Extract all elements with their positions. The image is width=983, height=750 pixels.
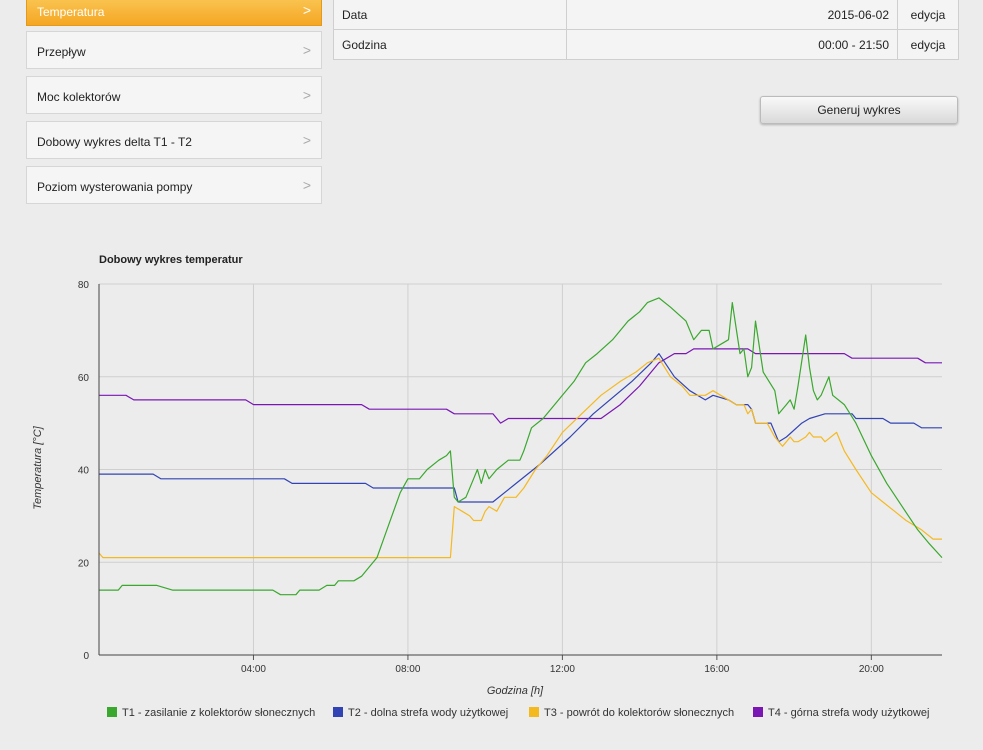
x-tick-label: 04:00 [241, 664, 266, 675]
y-tick-label: 20 [78, 558, 90, 569]
legend-swatch [753, 707, 763, 717]
x-axis-label: Godzina [h] [487, 685, 544, 697]
legend-swatch [107, 707, 117, 717]
menu-item-dobowy-delta[interactable]: Dobowy wykres delta T1 - T2 > [26, 121, 322, 159]
x-tick-label: 16:00 [704, 664, 729, 675]
series-line-t2 [99, 353, 942, 503]
legend-swatch [529, 707, 539, 717]
y-tick-label: 60 [78, 373, 90, 384]
menu-item-temperatura[interactable]: Temperatura > [26, 0, 322, 26]
date-label: Data [333, 0, 567, 30]
series-line-t4 [99, 348, 942, 424]
time-label: Godzina [333, 29, 567, 60]
menu-item-poziom-pompy[interactable]: Poziom wysterowania pompy > [26, 166, 322, 204]
legend-label: T3 - powrót do kolektorów słonecznych [544, 707, 735, 719]
chart-title: Dobowy wykres temperatur [99, 254, 243, 266]
x-tick-label: 20:00 [859, 664, 884, 675]
legend-label: T4 - górna strefa wody użytkowej [768, 707, 930, 719]
parameters-table: Data 2015-06-02 edycja Godzina 00:00 - 2… [333, 0, 959, 60]
menu-item-przeplyw[interactable]: Przepływ > [26, 31, 322, 69]
y-tick-label: 0 [83, 651, 89, 662]
chevron-right-icon: > [302, 132, 311, 148]
menu-item-label: Przepływ [37, 45, 86, 59]
time-value: 00:00 - 21:50 [565, 29, 899, 60]
series-line-t3 [98, 357, 942, 559]
legend-label: T2 - dolna strefa wody użytkowej [348, 707, 509, 719]
time-row: Godzina 00:00 - 21:50 edycja [333, 29, 959, 60]
legend-item-t3[interactable]: T3 - powrót do kolektorów słonecznych [529, 707, 734, 719]
temperature-chart: Dobowy wykres temperatur 0 20 40 60 80 04:00 0… [32, 254, 943, 697]
chevron-right-icon: > [302, 42, 311, 58]
legend-swatch [333, 707, 343, 717]
menu-item-moc-kolektorow[interactable]: Moc kolektorów > [26, 76, 322, 114]
legend-item-t4[interactable]: T4 - górna strefa wody użytkowej [753, 707, 929, 719]
y-tick-label: 80 [78, 280, 90, 291]
menu-item-label: Temperatura [37, 5, 105, 19]
menu-item-label: Dobowy wykres delta T1 - T2 [37, 135, 192, 149]
legend-label: T1 - zasilanie z kolektorów słonecznych [122, 707, 316, 719]
chevron-right-icon: > [302, 87, 311, 103]
chevron-right-icon: > [302, 177, 311, 193]
date-row: Data 2015-06-02 edycja [333, 0, 959, 30]
time-edit-link[interactable]: edycja [897, 29, 959, 60]
x-tick-label: 12:00 [550, 664, 575, 675]
date-edit-link[interactable]: edycja [897, 0, 959, 30]
chevron-right-icon: > [302, 2, 311, 18]
menu-item-label: Moc kolektorów [37, 90, 121, 104]
menu-item-label: Poziom wysterowania pompy [37, 180, 193, 194]
series-line-t1 [99, 297, 943, 596]
legend-item-t1[interactable]: T1 - zasilanie z kolektorów słonecznych [107, 707, 315, 719]
y-tick-label: 40 [78, 466, 90, 477]
legend-item-t2[interactable]: T2 - dolna strefa wody użytkowej [333, 707, 508, 719]
generate-chart-button[interactable]: Generuj wykres [760, 96, 958, 124]
x-tick-label: 08:00 [395, 664, 420, 675]
y-axis-label: Temperatura [°C] [32, 425, 44, 509]
date-value: 2015-06-02 [565, 0, 899, 30]
